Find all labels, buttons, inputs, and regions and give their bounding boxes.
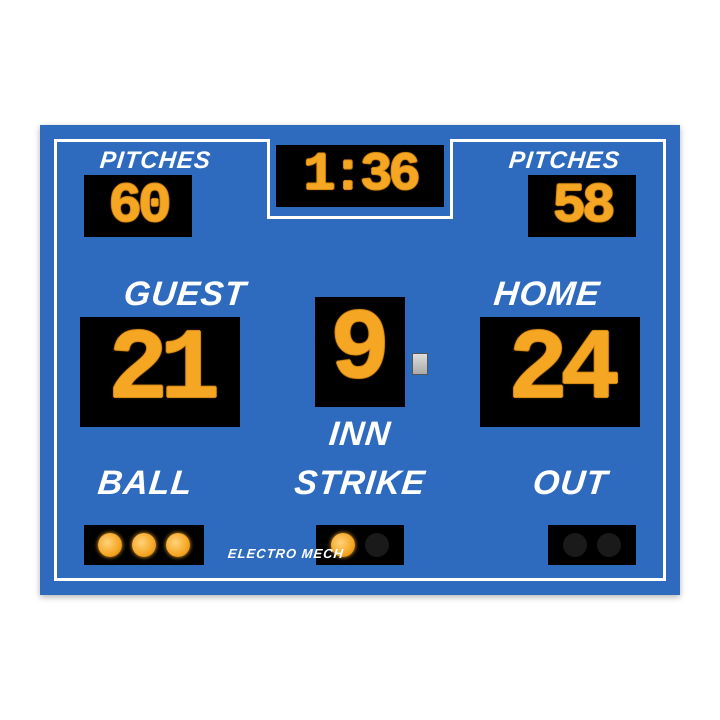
display-out xyxy=(548,525,636,565)
display-ball xyxy=(84,525,204,565)
pitches-right-value: 58 xyxy=(552,178,611,234)
scoreboard: 1:36 PITCHES PITCHES 60 58 GUEST HOME 21… xyxy=(40,125,680,595)
display-home-score: 24 xyxy=(480,317,640,427)
pitches-left-value: 60 xyxy=(108,178,167,234)
label-inning: INN xyxy=(327,415,393,454)
label-strike: STRIKE xyxy=(293,464,428,503)
label-pitches-left: PITCHES xyxy=(99,147,213,175)
manufacturer-plaque xyxy=(412,353,428,375)
ball-lamp xyxy=(98,533,122,557)
strike-lamp xyxy=(365,533,389,557)
clock-value: 1:36 xyxy=(303,149,417,203)
clock-panel: 1:36 xyxy=(267,139,453,219)
display-inning: 9 xyxy=(315,297,405,407)
display-pitches-left: 60 xyxy=(84,175,192,237)
label-ball: BALL xyxy=(96,464,195,503)
guest-score-value: 21 xyxy=(108,322,212,422)
display-guest-score: 21 xyxy=(80,317,240,427)
out-lamp xyxy=(597,533,621,557)
display-pitches-right: 58 xyxy=(528,175,636,237)
ball-lamp xyxy=(132,533,156,557)
out-lamp xyxy=(563,533,587,557)
label-guest: GUEST xyxy=(122,275,248,314)
label-out: OUT xyxy=(531,464,610,503)
brand-logo: ELECTRO MECH xyxy=(227,546,345,561)
home-score-value: 24 xyxy=(508,322,612,422)
inning-value: 9 xyxy=(330,302,390,402)
label-pitches-right: PITCHES xyxy=(508,147,622,175)
label-home: HOME xyxy=(492,275,602,314)
ball-lamp xyxy=(166,533,190,557)
clock-display: 1:36 xyxy=(276,145,444,207)
